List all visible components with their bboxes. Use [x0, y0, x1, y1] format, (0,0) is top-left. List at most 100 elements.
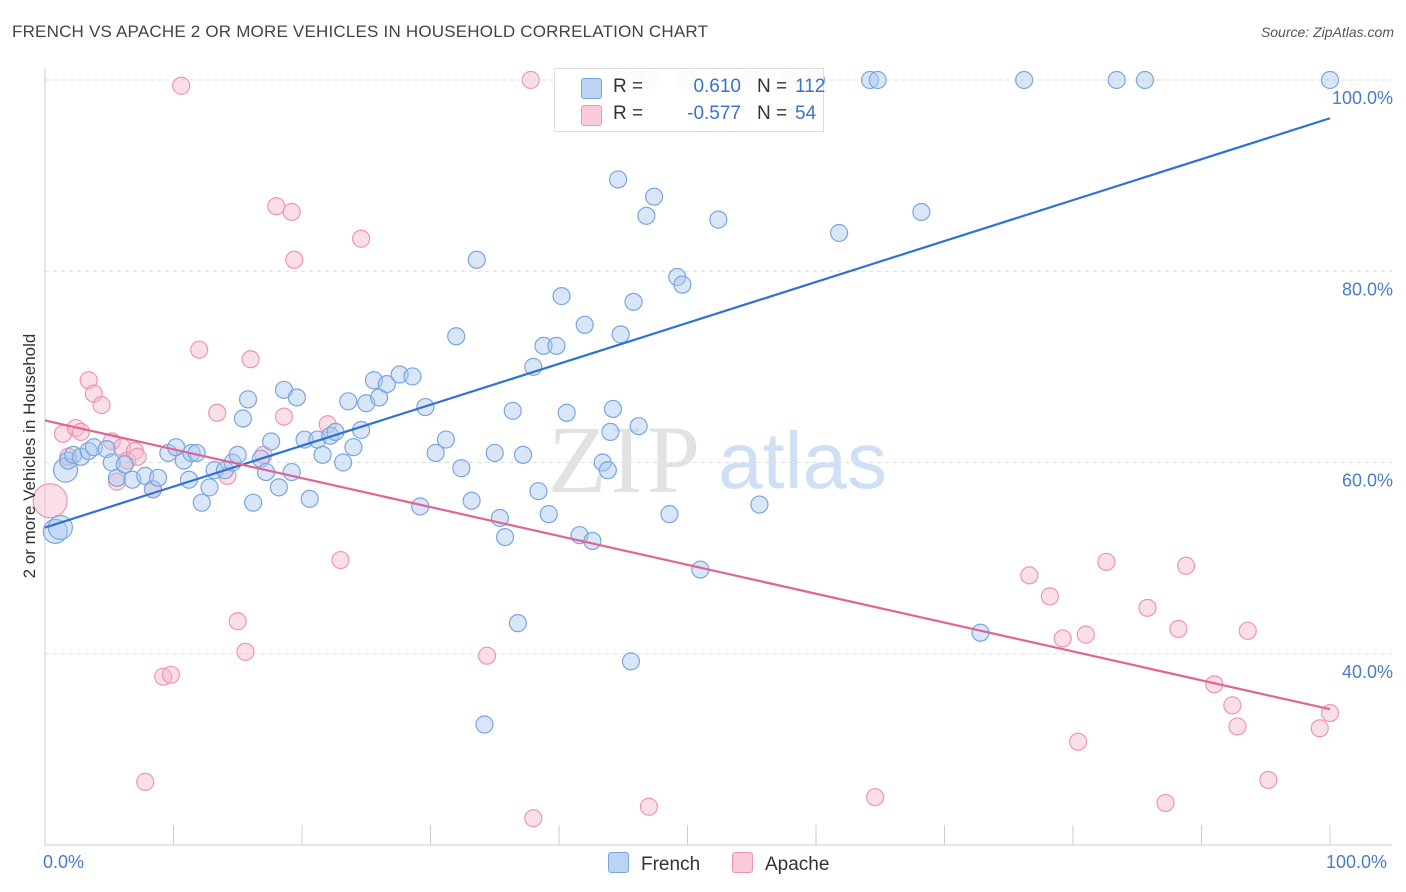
french-point: [598, 461, 617, 480]
french-r-value: 0.610: [693, 76, 741, 97]
apache-point: [1040, 587, 1059, 606]
apache-point: [1069, 732, 1088, 751]
apache-point: [285, 250, 304, 269]
watermark-zip: ZIP: [548, 406, 704, 513]
y-tick-label: 100.0%: [1332, 88, 1393, 108]
apache-point: [524, 809, 543, 828]
y-tick-label: 60.0%: [1342, 471, 1393, 491]
french-point: [583, 531, 602, 551]
french-point: [557, 403, 576, 422]
french-point: [192, 493, 211, 512]
french-point: [603, 399, 623, 419]
french-point: [200, 478, 219, 497]
apache-point: [1097, 552, 1116, 572]
apache-point: [282, 202, 301, 222]
bottom-apache-label: Apache: [765, 854, 830, 875]
french-point: [547, 336, 566, 355]
french-point: [611, 325, 630, 344]
watermark-atlas: atlas: [718, 416, 887, 505]
y-axis-label: 2 or more Vehicles in Household: [20, 333, 39, 579]
french-point: [334, 453, 353, 472]
french-point: [377, 374, 396, 394]
french-point: [436, 430, 456, 449]
apache-point: [241, 350, 260, 369]
french-point: [262, 432, 281, 451]
bottom-legend-french: French: [608, 852, 700, 876]
apache-r-value: -0.577: [687, 103, 741, 124]
chart-title: FRENCH VS APACHE 2 OR MORE VEHICLES IN H…: [12, 22, 709, 41]
french-point: [1135, 70, 1155, 90]
french-n-label: N =: [757, 76, 788, 97]
french-point: [513, 445, 533, 464]
apache-n-value: 54: [795, 103, 817, 124]
french-point: [228, 445, 247, 464]
french-swatch: [581, 78, 602, 99]
apache-point: [1076, 625, 1095, 644]
apache-point: [136, 772, 155, 791]
french-point: [462, 491, 481, 510]
apache-point: [1169, 619, 1188, 638]
french-point: [709, 210, 728, 229]
french-point: [660, 505, 679, 524]
apache-point: [1156, 793, 1175, 813]
french-point: [233, 409, 252, 428]
french-point: [830, 223, 849, 243]
french-n-value: 112: [795, 76, 826, 97]
french-point: [107, 468, 127, 487]
apache-point: [1228, 717, 1247, 736]
apache-point: [1020, 566, 1039, 585]
french-point: [287, 388, 306, 407]
apache-point: [161, 665, 181, 684]
x-tick-max: 100.0%: [1326, 852, 1388, 872]
apache-n-label: N =: [757, 103, 788, 124]
apache-point: [172, 76, 191, 95]
french-point: [1320, 70, 1340, 90]
bottom-french-swatch: [608, 852, 629, 873]
apache-point: [71, 422, 91, 441]
french-point: [238, 390, 258, 409]
x-tick-min: 0.0%: [43, 852, 85, 872]
apache-point: [1053, 629, 1072, 648]
french-point: [447, 327, 466, 346]
french-point: [621, 652, 641, 671]
apache-point: [274, 407, 294, 426]
apache-point: [190, 340, 209, 359]
apache-point: [866, 788, 885, 807]
apache-point: [1259, 770, 1278, 790]
correlation-legend: R = 0.610 N = 112 R = -0.577 N = 54: [554, 68, 826, 132]
apache-point: [236, 642, 255, 661]
french-point: [673, 275, 692, 294]
french-point: [370, 388, 389, 407]
french-point: [609, 170, 628, 189]
apache-point: [477, 646, 497, 665]
french-point: [1015, 70, 1034, 90]
y-tick-label: 80.0%: [1342, 279, 1393, 299]
apache-point: [1138, 598, 1157, 617]
apache-trend-line: [44, 419, 1331, 711]
watermark: ZIP atlas: [548, 406, 887, 513]
apache-point: [228, 612, 247, 631]
french-point: [860, 70, 880, 90]
french-point: [552, 287, 571, 306]
french-point: [637, 206, 656, 225]
apache-point: [267, 197, 286, 216]
apache-point: [1223, 696, 1242, 715]
french-point: [629, 417, 648, 436]
apache-point: [331, 550, 350, 570]
french-point: [644, 187, 664, 206]
french-point: [539, 505, 558, 524]
apache-point: [1310, 719, 1329, 738]
apache-r-label: R =: [613, 103, 644, 124]
chart-source: Source: ZipAtlas.com: [1260, 24, 1394, 40]
french-trend-line: [44, 117, 1331, 529]
apache-point: [208, 403, 227, 422]
bottom-legend-apache: Apache: [732, 852, 829, 876]
french-point: [868, 70, 887, 90]
apache-point: [79, 371, 98, 390]
french-point: [244, 493, 263, 512]
y-tick-labels: 40.0% 60.0% 80.0% 100.0%: [1332, 88, 1393, 682]
trend-lines: [44, 117, 1331, 711]
french-point: [475, 715, 494, 734]
french-point: [403, 367, 422, 386]
